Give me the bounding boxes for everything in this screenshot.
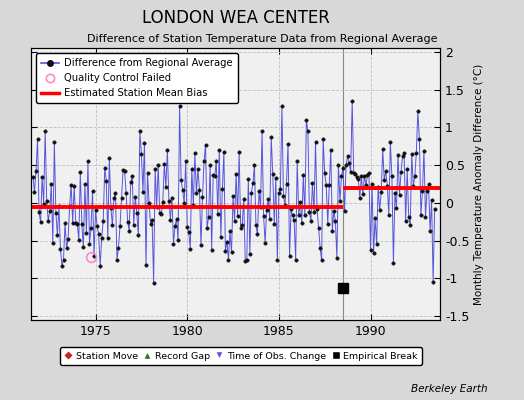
Difference from Regional Average <box>182 159 189 164</box>
Difference from Regional Average <box>30 174 36 179</box>
Difference from Regional Average <box>40 201 47 206</box>
Line: Difference from Regional Average: Difference from Regional Average <box>31 99 436 284</box>
Text: Berkeley Earth: Berkeley Earth <box>411 384 487 394</box>
Y-axis label: Monthly Temperature Anomaly Difference (°C): Monthly Temperature Anomaly Difference (… <box>474 63 484 305</box>
Difference from Regional Average <box>162 185 169 190</box>
Text: Difference of Station Temperature Data from Regional Average: Difference of Station Temperature Data f… <box>87 34 437 44</box>
Legend: Station Move, Record Gap, Time of Obs. Change, Empirical Break: Station Move, Record Gap, Time of Obs. C… <box>60 347 422 365</box>
Difference from Regional Average <box>431 206 438 211</box>
Difference from Regional Average <box>204 226 210 230</box>
Difference from Regional Average <box>260 213 267 218</box>
Legend: Difference from Regional Average, Quality Control Failed, Estimated Station Mean: Difference from Regional Average, Qualit… <box>37 53 238 103</box>
Difference from Regional Average <box>150 280 157 285</box>
Difference from Regional Average <box>283 182 290 186</box>
Difference from Regional Average <box>349 98 355 103</box>
Title: LONDON WEA CENTER: LONDON WEA CENTER <box>142 9 330 27</box>
